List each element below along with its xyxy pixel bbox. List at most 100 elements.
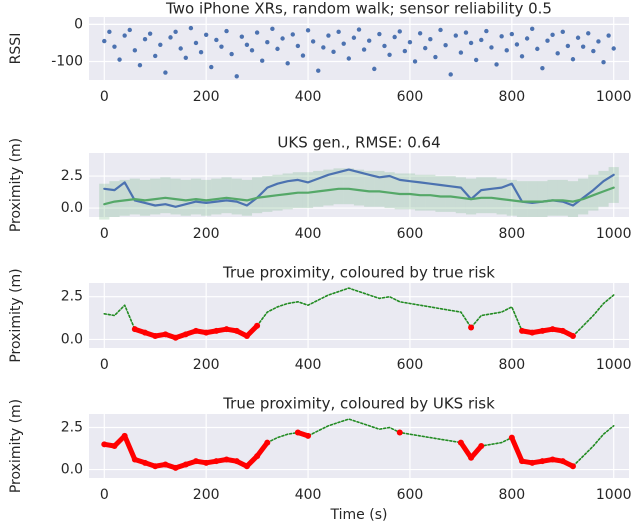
data-point [290,32,295,37]
data-point [468,40,474,46]
confidence-band [537,181,548,217]
data-point [539,458,546,465]
data-point [519,54,525,59]
data-point [539,327,546,334]
x-tick-label: 400 [295,226,322,242]
data-point [591,48,596,54]
data-point [508,434,515,441]
data-point [243,463,250,470]
data-point [270,26,275,32]
confidence-band [394,173,405,210]
data-point [606,33,611,38]
data-point [478,443,485,449]
confidence-band [384,172,395,209]
confidence-band [496,178,507,215]
data-point [346,56,352,61]
data-point [448,72,453,77]
data-point [158,42,163,47]
data-point [402,48,408,54]
confidence-band [180,179,191,216]
data-point [530,26,535,32]
confidence-band [221,177,232,214]
data-point [407,40,413,45]
data-point [540,65,545,71]
data-point [570,57,576,62]
y-tick-label: 2.5 [61,168,83,184]
data-point [223,326,230,333]
confidence-band [323,169,334,206]
y-tick-label: 2.5 [61,419,83,435]
data-point [192,327,199,334]
x-tick-label: 0 [100,226,109,242]
y-axis-label: Proximity (m) [8,138,24,232]
data-point [316,68,321,73]
confidence-band [272,174,283,211]
confidence-band [476,177,487,214]
confidence-band [292,172,303,209]
y-tick-label: 0.0 [61,200,83,216]
y-tick-label: 2.5 [61,289,83,305]
confidence-band [262,176,273,212]
data-point [310,39,316,44]
x-tick-label: 0 [100,357,109,373]
data-point [224,28,229,34]
data-point [321,45,326,50]
data-point [549,456,556,463]
x-tick-label: 600 [397,357,424,373]
data-point [173,29,178,35]
data-point [565,43,571,49]
data-point [412,59,418,64]
data-point [489,45,494,50]
data-point [178,46,183,51]
data-point [152,333,159,340]
data-point [249,48,255,53]
data-point [111,443,118,449]
data-point [428,37,433,42]
data-point [397,29,402,34]
data-point [142,37,148,42]
y-axis-label: Proximity (m) [8,268,24,362]
confidence-band [211,178,222,215]
data-point [152,463,159,470]
data-point [219,44,224,49]
data-point [131,326,138,333]
confidence-band [425,174,436,211]
data-point [575,35,581,40]
data-point [163,70,168,75]
data-point [182,461,189,468]
data-point [142,459,149,466]
data-point [361,47,367,52]
data-point [305,432,312,439]
x-tick-label: 200 [193,357,220,373]
data-point [265,40,270,45]
data-point [351,35,357,40]
data-point [229,51,234,57]
data-point [372,66,377,72]
data-point [117,57,122,62]
data-point [101,441,108,448]
data-point [127,27,132,33]
data-point [433,54,438,60]
data-point [601,60,606,65]
data-point [509,31,515,37]
data-point [188,25,194,31]
x-tick-label: 600 [397,487,424,503]
data-point [131,456,138,463]
data-line [103,186,615,206]
data-point [453,33,458,38]
confidence-band [455,177,466,214]
data-point [555,51,560,56]
data-point [458,50,464,55]
data-point [295,43,301,49]
data-point [102,38,107,44]
confidence-band [527,181,538,217]
data-point [366,38,372,43]
y-axis-label: Proximity (m) [8,399,24,493]
data-point [331,49,336,55]
data-point [203,32,209,37]
data-point [423,45,428,51]
data-point [122,33,127,38]
data-point [545,38,550,43]
data-point [336,29,341,35]
